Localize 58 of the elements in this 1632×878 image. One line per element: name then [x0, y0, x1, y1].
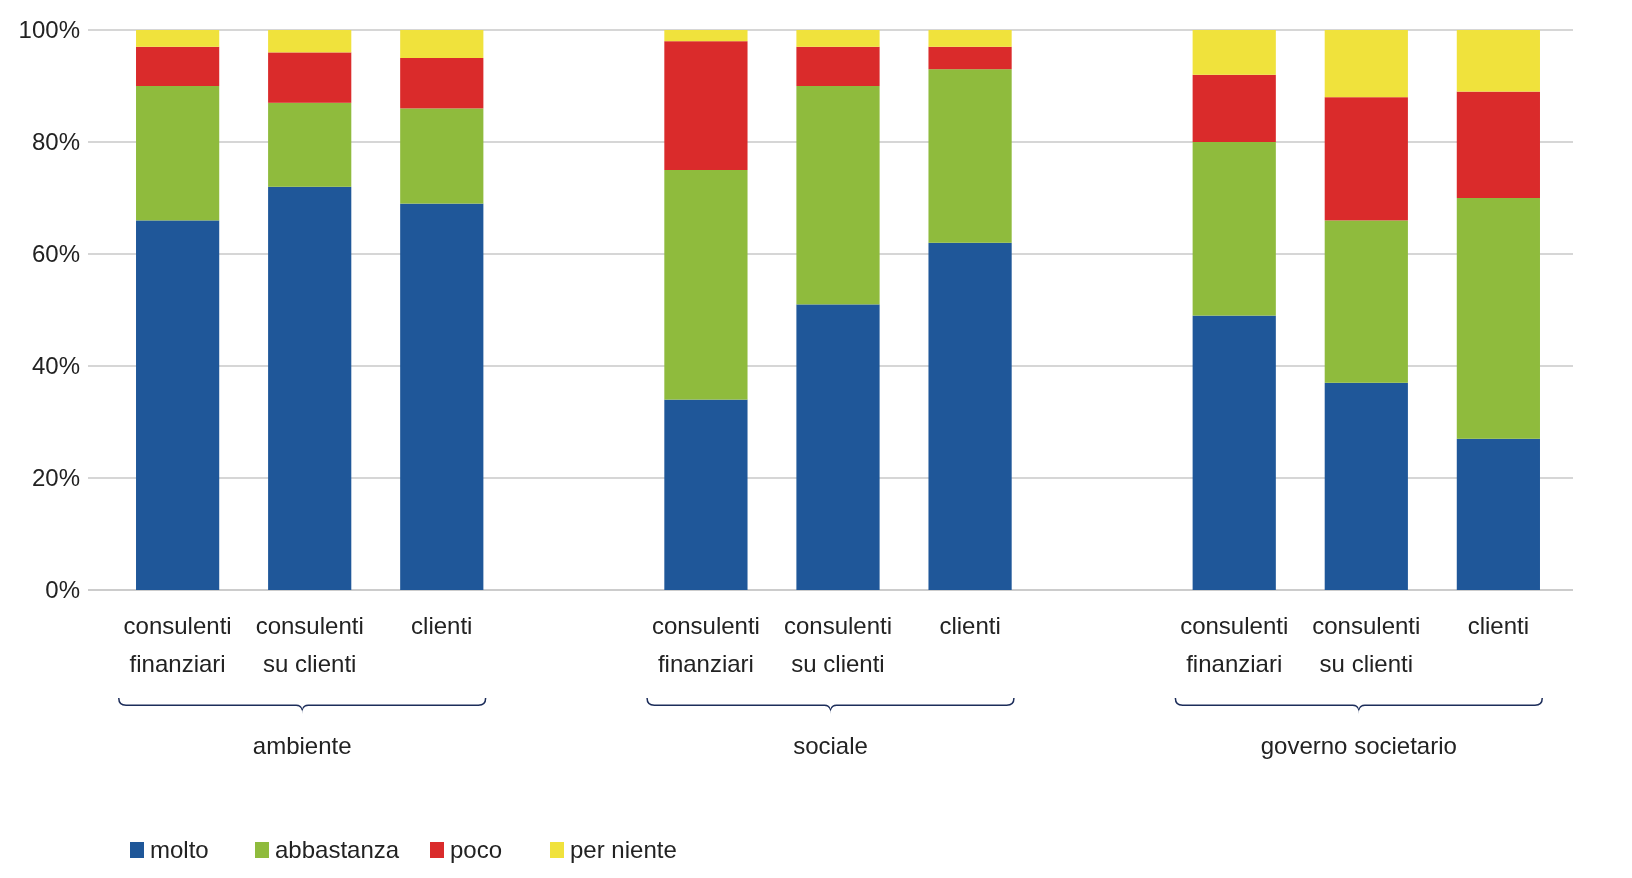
- x-tick-label: consulenti su clienti: [255, 612, 364, 677]
- bar: [1324, 97, 1408, 221]
- bar: [1192, 142, 1276, 316]
- bar: [268, 186, 352, 590]
- y-tick-label: 0%: [45, 576, 80, 604]
- x-tick-label: clienti: [939, 612, 1001, 639]
- bar: [664, 41, 748, 170]
- bar: [136, 30, 220, 47]
- bar: [400, 203, 484, 590]
- legend-label: molto: [150, 836, 209, 864]
- bar: [400, 30, 484, 58]
- bar: [136, 86, 220, 221]
- bar: [1324, 30, 1408, 98]
- legend-label: per niente: [570, 836, 677, 864]
- bar: [664, 170, 748, 400]
- bar: [268, 52, 352, 103]
- bar: [1192, 30, 1276, 75]
- bar: [268, 102, 352, 187]
- text: ambiente: [252, 732, 352, 759]
- bar: [664, 399, 748, 590]
- bar: [268, 30, 352, 53]
- y-tick-label: 60%: [31, 240, 80, 268]
- bar: [1192, 315, 1276, 590]
- x-tick-label: clienti: [411, 612, 473, 639]
- bar: [796, 30, 880, 47]
- bar: [796, 86, 880, 305]
- bar: [1192, 74, 1276, 142]
- bar: [136, 46, 220, 86]
- bar: [1324, 382, 1408, 590]
- x-tick-label: consulenti finanziari: [651, 612, 760, 677]
- bar: [1456, 91, 1540, 198]
- x-tick-label: consulenti su clienti: [783, 612, 893, 677]
- y-tick-label: 20%: [31, 464, 80, 492]
- x-tick-label: consulenti finanziari: [1180, 612, 1289, 677]
- bar: [664, 30, 748, 42]
- y-tick-label: 40%: [31, 352, 80, 380]
- bar: [1456, 198, 1540, 439]
- bar: [928, 30, 1012, 47]
- x-tick-label: consulenti su clienti: [1312, 612, 1421, 677]
- bar: [928, 242, 1012, 590]
- text: governo societario: [1260, 732, 1457, 759]
- bar: [928, 69, 1012, 243]
- x-tick-label: clienti: [1467, 612, 1530, 639]
- bar: [1456, 30, 1540, 92]
- y-tick-label: 100%: [18, 16, 80, 44]
- bar: [400, 108, 484, 204]
- bar: [400, 58, 484, 109]
- y-tick-label: 80%: [31, 128, 80, 156]
- bar: [1456, 438, 1540, 590]
- bar: [136, 220, 220, 590]
- bar: [928, 46, 1012, 70]
- x-tick-label: consulenti finanziari: [123, 612, 232, 677]
- bar: [796, 304, 880, 590]
- bar: [1324, 220, 1408, 383]
- bar: [796, 46, 880, 86]
- legend-label: poco: [450, 836, 503, 864]
- legend-label: abbastanza: [275, 836, 400, 864]
- text: sociale: [793, 732, 868, 759]
